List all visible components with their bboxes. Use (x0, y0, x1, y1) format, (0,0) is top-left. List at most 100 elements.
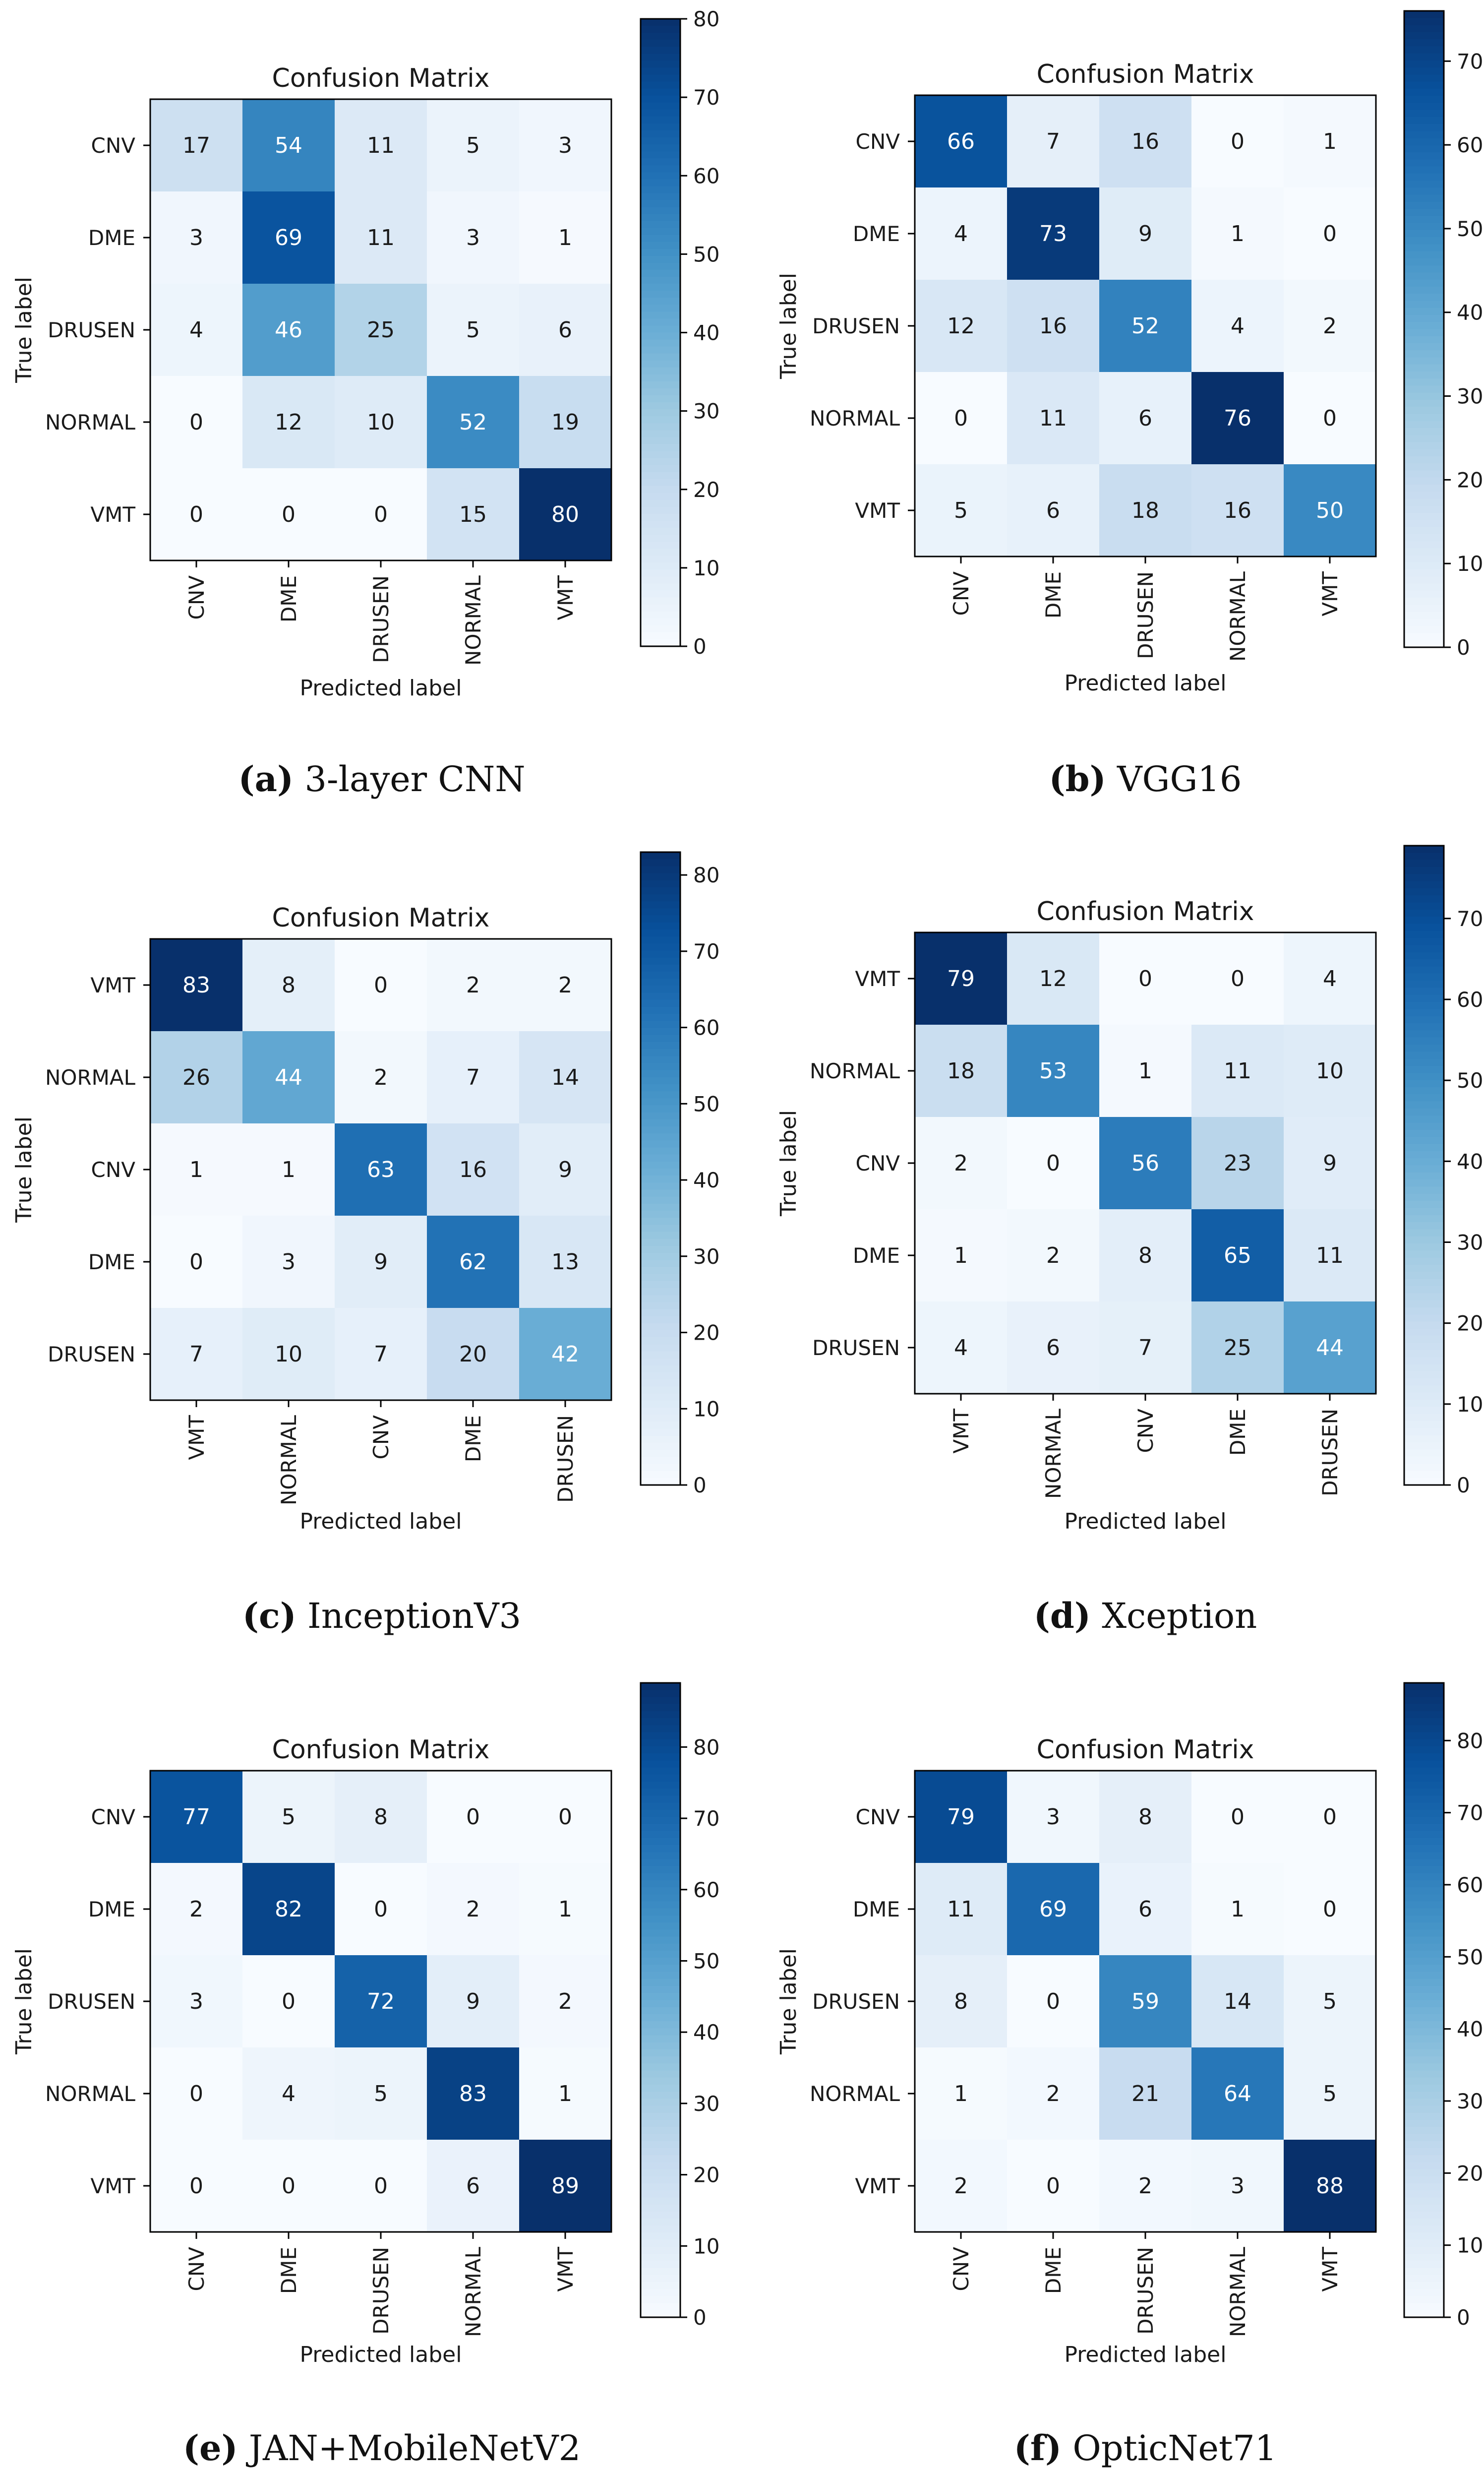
heatmap-cell (150, 1123, 243, 1216)
cell-value-label: 25 (367, 317, 395, 343)
panel-title: Confusion Matrix (272, 1735, 490, 1765)
cell-value-label: 11 (367, 225, 395, 250)
cell-value-label: 0 (1231, 966, 1245, 991)
heatmap-cell (242, 2047, 335, 2140)
cell-value-label: 14 (1224, 1989, 1251, 2014)
x-tick-label: DRUSEN (553, 1415, 578, 1503)
heatmap-cell (335, 468, 427, 561)
colorbar-segment (1404, 2105, 1444, 2113)
cell-value-label: 0 (282, 502, 296, 527)
colorbar-segment (1404, 1293, 1444, 1301)
heatmap-cell (242, 284, 335, 376)
colorbar-segment (1404, 314, 1444, 323)
colorbar-segment (641, 1105, 680, 1113)
cell-value-label: 0 (189, 502, 203, 527)
heatmap-cell (150, 939, 243, 1032)
colorbar-segment (641, 1767, 680, 1775)
colorbar-segment (641, 999, 680, 1007)
colorbar-segment (641, 2275, 680, 2283)
y-tick-label: DME (853, 222, 900, 246)
heatmap-cell (242, 1771, 335, 1863)
cell-value-label: 1 (558, 1897, 572, 1922)
cell-value-label: 77 (182, 1804, 210, 1830)
colorbar-segment (641, 632, 680, 640)
colorbar-segment (1404, 485, 1444, 493)
colorbar-segment (641, 1035, 680, 1043)
colorbar-segment (1404, 145, 1444, 153)
colorbar-segment (1404, 131, 1444, 139)
heatmap-cell (150, 376, 243, 469)
colorbar-segment (1404, 1464, 1444, 1472)
cell-value-label: 3 (466, 225, 480, 250)
colorbar-segment (641, 248, 680, 256)
colorbar-segment (1404, 1951, 1444, 1959)
y-tick-label: DRUSEN (812, 1989, 900, 2014)
colorbar-segment (641, 395, 680, 403)
colorbar-segment (1404, 541, 1444, 549)
caption-model-name: 3-layer CNN (294, 759, 525, 800)
cell-value-label: 19 (551, 410, 579, 435)
colorbar-segment (641, 569, 680, 577)
colorbar-segment (641, 1704, 680, 1712)
cell-value-label: 0 (189, 410, 203, 435)
panel-title: Confusion Matrix (272, 903, 490, 933)
heatmap-cell (1284, 1301, 1376, 1394)
colorbar-segment (641, 458, 680, 466)
colorbar-segment (641, 1831, 680, 1839)
colorbar-segment (641, 625, 680, 633)
colorbar-segment (1404, 1414, 1444, 1422)
colorbar-tick-label: 20 (1457, 468, 1483, 492)
colorbar-segment (641, 1457, 680, 1465)
colorbar-segment (641, 1711, 680, 1719)
colorbar: 0 10 20 30 40 50 60 70 80 (640, 851, 719, 1497)
colorbar-tick-label: 30 (693, 1244, 719, 1269)
colorbar-segment (1404, 1767, 1444, 1775)
colorbar-segment (641, 472, 680, 480)
colorbar-segment (641, 1915, 680, 1923)
colorbar-segment (641, 2289, 680, 2297)
cell-value-label: 88 (1316, 2173, 1344, 2199)
colorbar-segment (1404, 555, 1444, 563)
heatmap-cell (150, 2140, 243, 2232)
colorbar-segment (641, 151, 680, 159)
colorbar-segment (1404, 924, 1444, 931)
colorbar-segment (1404, 1087, 1444, 1095)
colorbar-segment (1404, 1023, 1444, 1031)
heatmap-cell (335, 191, 427, 284)
colorbar-segment (1404, 1428, 1444, 1436)
colorbar-tick-label: 0 (1457, 1473, 1470, 1497)
colorbar-segment (1404, 1449, 1444, 1457)
heatmap-cell (1007, 1771, 1100, 1863)
heatmap-cell (335, 1863, 427, 1956)
colorbar-segment (641, 1697, 680, 1705)
colorbar-segment (641, 40, 680, 48)
colorbar-segment (1404, 1760, 1444, 1768)
colorbar-segment (1404, 60, 1444, 68)
colorbar-segment (1404, 237, 1444, 245)
y-tick-label: NORMAL (810, 406, 900, 431)
colorbar-segment (641, 2112, 680, 2121)
colorbar-segment (1404, 258, 1444, 266)
colorbar-segment (1404, 1016, 1444, 1024)
heatmap-cell (1191, 372, 1284, 465)
x-tick-label: DME (277, 2247, 301, 2294)
x-axis-title: Predicted label (300, 1509, 462, 1534)
colorbar-segment (641, 535, 680, 543)
colorbar-segment (641, 2120, 680, 2128)
colorbar-segment (1404, 846, 1444, 854)
colorbar-segment (1404, 994, 1444, 1003)
cell-value-label: 1 (282, 1157, 296, 1182)
colorbar-segment (1404, 201, 1444, 210)
colorbar-tick-label: 0 (693, 634, 707, 659)
heatmap-cell (1099, 1301, 1192, 1394)
colorbar-segment (641, 506, 680, 514)
colorbar-tick-label: 80 (693, 1735, 719, 1759)
cell-value-label: 11 (1316, 1243, 1344, 1268)
colorbar-segment (641, 1133, 680, 1141)
colorbar-tick-label: 60 (1457, 1873, 1483, 1897)
heatmap-cell (1099, 95, 1192, 188)
colorbar-segment (641, 992, 680, 1000)
colorbar-segment (1404, 2176, 1444, 2184)
colorbar-segment (1404, 1009, 1444, 1017)
